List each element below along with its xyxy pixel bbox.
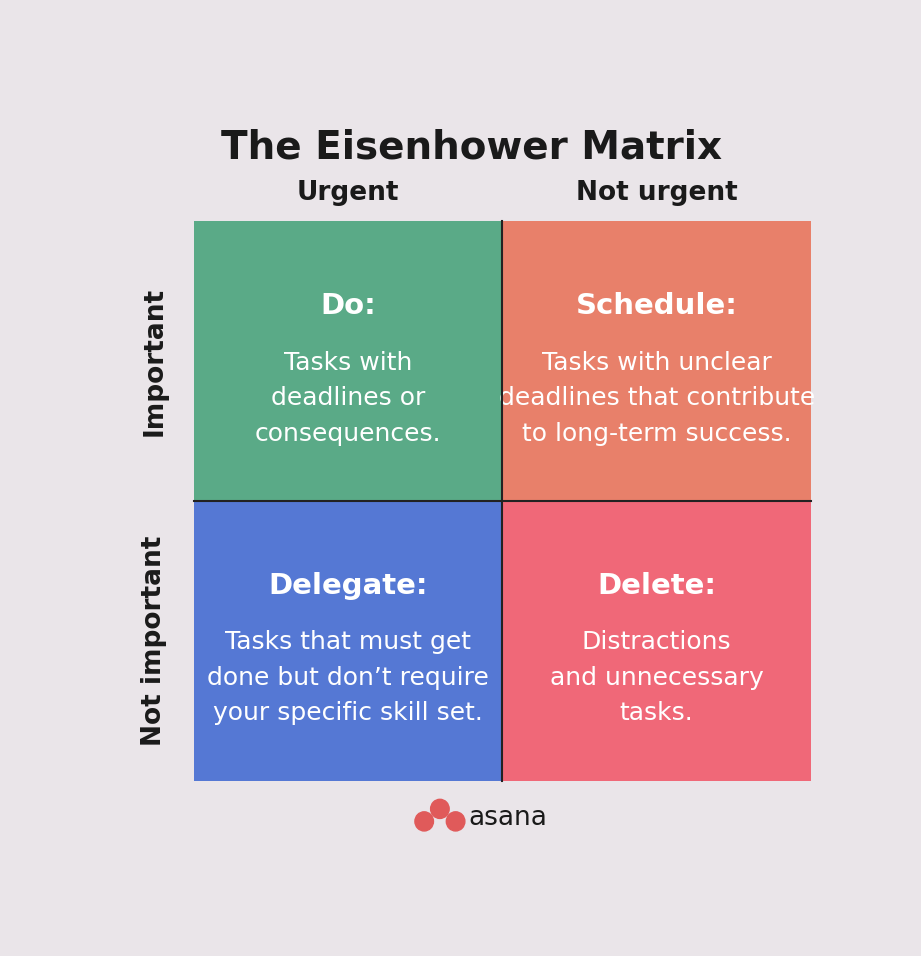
Text: asana: asana: [469, 805, 547, 831]
Text: Important: Important: [142, 287, 168, 436]
Text: Not urgent: Not urgent: [576, 181, 738, 206]
Circle shape: [447, 812, 465, 831]
Text: Schedule:: Schedule:: [576, 293, 738, 320]
Circle shape: [431, 799, 449, 818]
Bar: [193, 222, 502, 501]
Text: Do:: Do:: [321, 293, 376, 320]
Bar: [502, 501, 811, 781]
Bar: [193, 501, 502, 781]
Text: Tasks that must get
done but don’t require
your specific skill set.: Tasks that must get done but don’t requi…: [207, 630, 489, 726]
Text: Tasks with
deadlines or
consequences.: Tasks with deadlines or consequences.: [255, 351, 441, 445]
Text: Delegate:: Delegate:: [268, 572, 427, 599]
Text: Distractions
and unnecessary
tasks.: Distractions and unnecessary tasks.: [550, 630, 764, 726]
Text: Urgent: Urgent: [297, 181, 399, 206]
Bar: [502, 222, 811, 501]
Text: Tasks with unclear
deadlines that contribute
to long-term success.: Tasks with unclear deadlines that contri…: [498, 351, 815, 445]
Text: Delete:: Delete:: [597, 572, 717, 599]
Text: Not important: Not important: [142, 536, 168, 747]
Circle shape: [414, 812, 434, 831]
Text: The Eisenhower Matrix: The Eisenhower Matrix: [221, 129, 723, 167]
